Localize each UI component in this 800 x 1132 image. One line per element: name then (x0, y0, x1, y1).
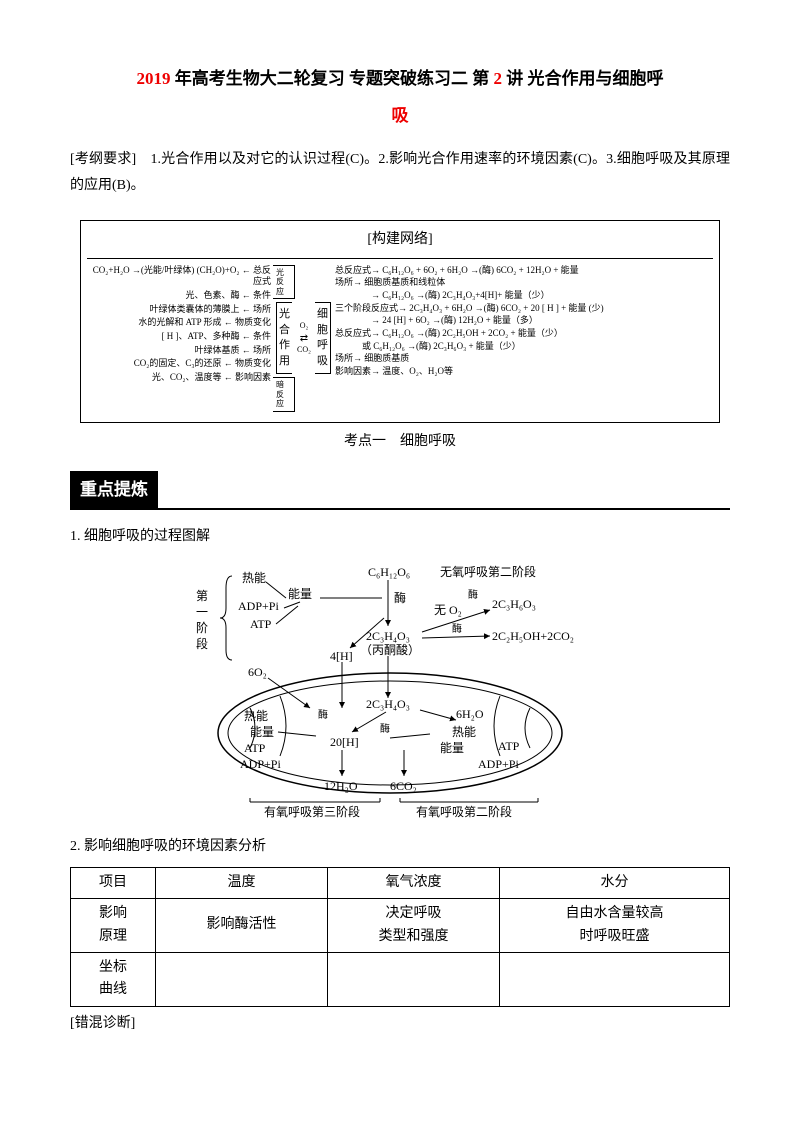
network-diagram-box: [构建网络] CO₂+H₂O →(光能/叶绿体) (CH₂O)+O₂ ← 总反应… (80, 220, 720, 423)
page-title: 2019 年高考生物大二轮复习 专题突破练习二 第 2 讲 光合作用与细胞呼 吸 (70, 60, 730, 135)
o2-label: O₂ (300, 321, 309, 331)
co2-label: CO₂ (297, 345, 311, 355)
o2-6-label: 6O₂ (248, 665, 267, 679)
net-line: 光、CO₂、温度等 ← 影响因素 (91, 372, 271, 384)
net-line: 总反应式→ C₆H₁₂O₆ + 6O₂ + 6H₂O →(酶) 6CO₂ + 1… (335, 265, 709, 277)
photosynthesis-label: 光合作用 (276, 302, 292, 374)
energy-label: 能量 (288, 587, 312, 601)
net-line: 场所→ 细胞质基质和线粒体 (335, 277, 709, 289)
factors-table: 项目 温度 氧气浓度 水分 影响原理 影响酶活性 决定呼吸类型和强度 自由水含量… (70, 867, 730, 1007)
stage2-label: 有氧呼吸第二阶段 (416, 804, 512, 818)
co2-6-label: 6CO₂ (390, 779, 417, 793)
net-line: 叶绿体类囊体的薄膜上 ← 场所 (91, 304, 271, 316)
table-row: 项目 温度 氧气浓度 水分 (71, 867, 730, 898)
adp-2: ADP+Pi (240, 757, 281, 771)
title-part: 吸 (392, 106, 409, 125)
svg-text:2C₃H₄O₃: 2C₃H₄O₃ (366, 629, 410, 643)
anaerobic-label: 无氧呼吸第二阶段 (440, 564, 536, 579)
glucose-label: C₆H₁₂O₆ (368, 565, 410, 579)
td-water: 自由水含量较高时呼吸旺盛 (499, 899, 729, 953)
light-reaction-label: 光反应 (273, 265, 295, 300)
h2o6-label: 6H₂O (456, 707, 484, 721)
energy-2: 能量 (250, 725, 274, 739)
ethanol-label: 2C₂H₅OH+2CO₂ (492, 629, 574, 643)
enzyme-label-3: 酶 (452, 622, 462, 635)
net-line: 叶绿体基质 ← 场所 (91, 345, 271, 357)
svg-text:2C₃H₄O₃: 2C₃H₄O₃ (366, 697, 410, 711)
stage1-d: 段 (196, 636, 208, 651)
th-water: 水分 (499, 867, 729, 898)
net-line: 或 C₆H₁₂O₆ →(酶) 2C₃H₆O₃ + 能量（少） (335, 341, 709, 353)
pyruvate-cn: （丙酮酸） (360, 642, 420, 657)
atp-2: ATP (244, 741, 266, 755)
network-header: [构建网络] (87, 227, 713, 259)
td-principle: 影响原理 (71, 899, 156, 953)
enzyme-in-1: 酶 (318, 708, 328, 721)
topic-1-heading: 考点一 细胞呼吸 (70, 429, 730, 456)
exam-requirements: [考纲要求] 1.光合作用以及对它的认识过程(C)。2.影响光合作用速率的环境因… (70, 147, 730, 200)
td-empty (327, 952, 499, 1006)
dark-reaction-label: 暗反应 (273, 377, 295, 412)
net-line: 场所→ 细胞质基质 (335, 353, 709, 365)
td-o2: 决定呼吸类型和强度 (327, 899, 499, 953)
heat-3: 热能 (452, 725, 476, 739)
network-left: CO₂+H₂O →(光能/叶绿体) (CH₂O)+O₂ ← 总反应式 光、色素、… (91, 265, 271, 412)
heat-label: 热能 (242, 571, 266, 585)
net-line: → 24 [H] + 6O₂ →(酶) 12H₂O + 能量（多） (335, 315, 709, 327)
stage3-label: 有氧呼吸第三阶段 (264, 804, 360, 818)
item-1-heading: 1. 细胞呼吸的过程图解 (70, 524, 730, 551)
net-line: CO₂的固定、C₃的还原 ← 物质变化 (91, 358, 271, 370)
td-curve: 坐标曲线 (71, 952, 156, 1006)
no-o2-label: 无 O₂ (434, 603, 462, 617)
td-empty (499, 952, 729, 1006)
title-part: 讲 光合作用与细胞呼 (502, 69, 664, 88)
net-line: CO₂+H₂O →(光能/叶绿体) (CH₂O)+O₂ ← 总反应式 (91, 265, 271, 288)
h20-label: 20[H] (330, 735, 359, 749)
network-mid-huxi: 细胞呼吸 (313, 265, 333, 412)
h4-label: 4[H] (330, 649, 353, 663)
th-item: 项目 (71, 867, 156, 898)
key-points-label: 重点提炼 (70, 471, 158, 509)
table-row: 影响原理 影响酶活性 决定呼吸类型和强度 自由水含量较高时呼吸旺盛 (71, 899, 730, 953)
network-mid-guanghe: 光反应 光合作用 暗反应 (273, 265, 295, 412)
item-2-heading: 2. 影响细胞呼吸的环境因素分析 (70, 834, 730, 861)
th-temp: 温度 (155, 867, 327, 898)
network-right: 总反应式→ C₆H₁₂O₆ + 6O₂ + 6H₂O →(酶) 6CO₂ + 1… (335, 265, 709, 412)
stage1-a: 第 (196, 589, 208, 603)
enzyme-label: 酶 (394, 590, 406, 605)
td-empty (155, 952, 327, 1006)
network-exchange: O₂ ⇄ CO₂ (297, 265, 311, 412)
enzyme-in-2: 酶 (380, 722, 390, 735)
net-line: 影响因素→ 温度、O₂、H₂O等 (335, 366, 709, 378)
stage1-c: 阶 (196, 621, 208, 635)
net-line: [ H ]、ATP、多种酶 ← 条件 (91, 331, 271, 343)
atp-label: ATP (250, 617, 272, 631)
heat-2: 热能 (244, 709, 268, 723)
net-line: 水的光解和 ATP 形成 ← 物质变化 (91, 317, 271, 329)
network-body: CO₂+H₂O →(光能/叶绿体) (CH₂O)+O₂ ← 总反应式 光、色素、… (87, 259, 713, 416)
net-line: → C₆H₁₂O₆ →(酶) 2C₃H₄O₃+4[H]+ 能量（少） (335, 290, 709, 302)
key-points-line (158, 508, 730, 510)
table-row: 坐标曲线 (71, 952, 730, 1006)
h2o12-label: 12H₂O (324, 779, 358, 793)
td-temp: 影响酶活性 (155, 899, 327, 953)
energy-3: 能量 (440, 741, 464, 755)
adp-3: ADP+Pi (478, 757, 519, 771)
title-part: 2019 (137, 69, 171, 88)
net-line: 总反应式→ C₆H₁₂O₆ →(酶) 2C₂H₅OH + 2CO₂ + 能量（少… (335, 328, 709, 340)
title-part: 年高考生物大二轮复习 专题突破练习二 第 (171, 69, 494, 88)
th-o2: 氧气浓度 (327, 867, 499, 898)
adp-label: ADP+Pi (238, 599, 279, 613)
error-diagnosis-label: [错混诊断] (70, 1011, 730, 1038)
lactic-label: 2C₃H₆O₃ (492, 597, 536, 611)
enzyme-label-2: 酶 (468, 588, 478, 601)
title-part: 2 (494, 69, 503, 88)
atp-3: ATP (498, 739, 520, 753)
key-points-banner: 重点提炼 (70, 471, 730, 509)
respiration-label: 细胞呼吸 (315, 302, 331, 374)
respiration-diagram: 第 一 阶 段 热能 ADP+Pi 能量 ATP C₆H₁₂O₆ 酶 4[H] … (190, 558, 610, 818)
net-line: 光、色素、酶 ← 条件 (91, 290, 271, 302)
stage1-b: 一 (196, 605, 208, 619)
net-line: 三个阶段反应式→ 2C₃H₄O₃ + 6H₂O →(酶) 6CO₂ + 20 [… (335, 303, 709, 315)
